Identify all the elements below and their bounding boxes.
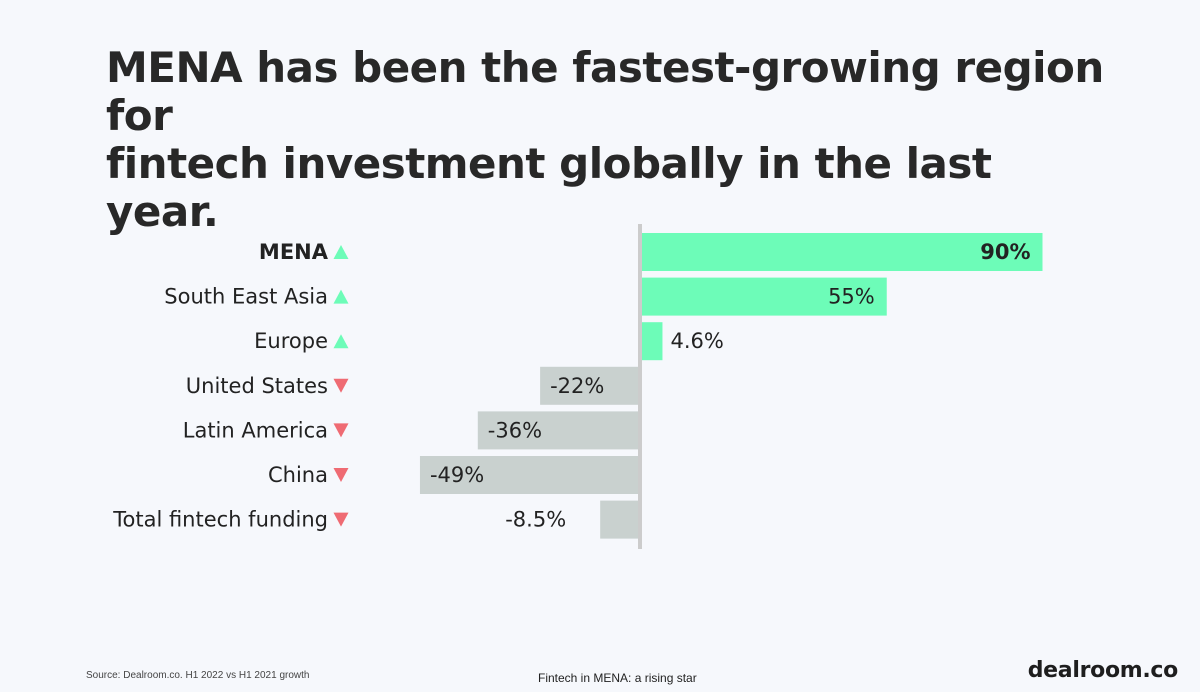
value-label-5: -49% — [430, 463, 484, 487]
up-arrow-icon-1 — [333, 289, 349, 304]
category-label-6: Total fintech funding — [112, 508, 328, 532]
down-arrow-icon-6 — [333, 512, 349, 527]
category-label-4: Latin America — [183, 418, 328, 442]
title-line-2: fintech investment globally in the last … — [106, 139, 992, 236]
up-arrow-icon-2 — [333, 334, 349, 349]
category-label-5: China — [268, 463, 328, 487]
category-label-2: Europe — [254, 329, 328, 353]
bar-1 — [642, 277, 887, 316]
bar-6 — [600, 500, 638, 539]
up-arrow-icon-0 — [333, 245, 349, 259]
value-label-6: -8.5% — [505, 508, 566, 532]
value-label-3: -22% — [550, 374, 604, 398]
down-arrow-icon-3 — [333, 378, 349, 393]
down-arrow-icon-5 — [333, 468, 349, 482]
category-label-3: United States — [186, 374, 328, 398]
category-label-0: MENA — [259, 240, 329, 264]
bar-2 — [642, 322, 663, 361]
bar-3 — [540, 366, 638, 405]
footer-caption: Fintech in MENA: a rising star — [538, 671, 697, 685]
brand-logo: dealroom.co — [1027, 658, 1179, 683]
value-label-0: 90% — [980, 240, 1030, 264]
title-line-1: MENA has been the fastest-growing region… — [106, 43, 1104, 140]
category-label-1: South East Asia — [164, 285, 328, 309]
bar-4 — [477, 411, 638, 450]
bar-0 — [642, 233, 1043, 271]
down-arrow-icon-4 — [333, 423, 349, 438]
value-label-1: 55% — [828, 285, 875, 309]
bar-5 — [419, 456, 638, 494]
source-note: Source: Dealroom.co. H1 2022 vs H1 2021 … — [86, 670, 310, 681]
value-label-2: 4.6% — [670, 329, 723, 353]
page-title: MENA has been the fastest-growing region… — [106, 44, 1106, 236]
value-label-4: -36% — [488, 418, 542, 442]
